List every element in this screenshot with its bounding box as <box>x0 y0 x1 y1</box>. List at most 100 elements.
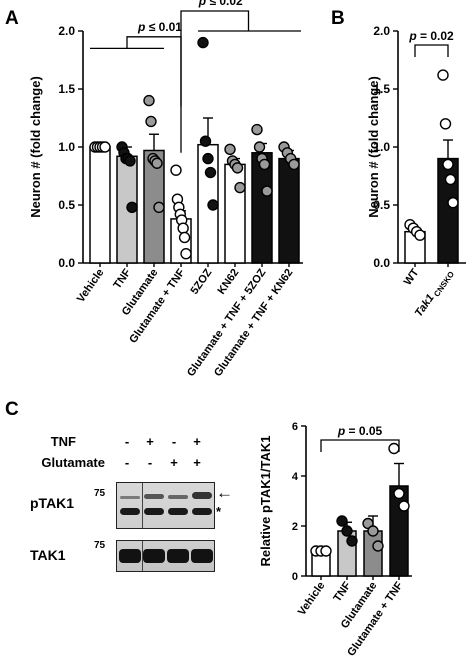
data-point <box>444 173 457 186</box>
y-tick-label: 6 <box>292 421 298 433</box>
blot-divider <box>142 541 143 571</box>
significance-label: p ≤ 0.02 <box>198 0 243 8</box>
significance-label: p = 0.02 <box>408 29 454 43</box>
blot-treatment-glutamate: Glutamate <box>41 455 105 470</box>
blot-marks: - + - + - - + + <box>125 434 201 470</box>
data-point <box>258 158 271 171</box>
y-tick-label: 4 <box>292 471 299 483</box>
data-point <box>251 123 263 136</box>
blot-arrow-icon: ← <box>216 483 233 502</box>
blot-divider <box>142 483 143 528</box>
blot-star: * <box>216 504 222 519</box>
blot-band <box>119 549 141 563</box>
data-point <box>170 164 182 176</box>
y-tick-label: 2 <box>292 521 298 533</box>
x-tick-label: Vehicle <box>296 580 328 618</box>
blot-band <box>168 508 188 515</box>
panel-a-label: A <box>5 8 19 29</box>
x-tick-label: KN62 <box>215 267 241 297</box>
bar <box>437 157 459 264</box>
blot-band <box>144 494 164 499</box>
blot-row-label-tak1: TAK1 <box>30 547 66 563</box>
significance-bracket <box>414 44 449 57</box>
significance-label: p ≤ 0.01 <box>137 20 182 34</box>
data-point <box>388 442 400 455</box>
blot-band <box>120 496 140 499</box>
bar <box>363 530 383 577</box>
blot-band <box>120 508 140 515</box>
blot-mark: + <box>170 455 178 470</box>
data-point <box>126 201 138 214</box>
blot-mark: - <box>125 434 129 449</box>
significance-label: p = 0.05 <box>337 424 383 438</box>
data-point <box>320 545 332 557</box>
blot-mark: + <box>193 455 201 470</box>
data-point <box>143 94 155 107</box>
x-tick-label: TNF <box>111 267 133 292</box>
data-point <box>253 141 266 153</box>
data-point <box>124 155 136 167</box>
data-point <box>153 201 165 214</box>
bar <box>224 163 246 264</box>
y-tick-label: 0.5 <box>373 198 390 212</box>
blot-mark: + <box>146 434 154 449</box>
data-point <box>234 181 246 194</box>
blot-band <box>191 549 213 563</box>
x-tick-label: TNF <box>331 580 353 605</box>
data-point <box>177 222 189 234</box>
x-tick-label: 5ZOZ <box>188 267 214 297</box>
y-axis-label: Neuron # (fold change) <box>366 76 381 218</box>
data-point <box>231 162 244 174</box>
y-tick-label: 1.5 <box>373 82 390 96</box>
significance-bracket <box>180 10 250 107</box>
chart-a: 0.0 0.5 1.0 1.5 2.0 Neuron # (fold change) Veh… <box>28 0 303 379</box>
y-tick-label: 1.0 <box>373 140 390 154</box>
blot-mark: + <box>193 434 201 449</box>
y-tick-label: 2.0 <box>58 24 75 38</box>
blot-mw-ptak1: 75 <box>94 488 106 499</box>
blot-band <box>192 508 212 515</box>
blot-row-label-ptak1: pTAK1 <box>30 495 74 511</box>
blot-band <box>167 549 189 563</box>
data-point <box>202 152 214 165</box>
data-point <box>197 36 209 49</box>
data-point <box>204 166 217 179</box>
data-point <box>372 540 384 552</box>
blot-treatment-tnf: TNF <box>51 434 76 449</box>
data-point <box>145 115 157 128</box>
data-point <box>199 135 212 147</box>
blot-band <box>168 495 188 499</box>
y-tick-label: 1.5 <box>58 82 75 96</box>
data-point <box>207 199 219 211</box>
data-point <box>224 143 236 156</box>
blot-mark: - <box>172 434 176 449</box>
data-point <box>346 535 358 547</box>
y-tick-label: 0.5 <box>58 198 75 212</box>
data-point <box>261 185 273 197</box>
bar <box>89 146 111 264</box>
data-point <box>398 500 410 512</box>
data-point <box>437 69 449 81</box>
y-tick-label: 1.0 <box>58 140 75 154</box>
data-point <box>393 487 405 500</box>
blot-band <box>143 549 165 563</box>
data-point <box>341 525 353 537</box>
data-point <box>288 158 300 171</box>
data-point <box>151 157 163 169</box>
blot-image-tak1 <box>116 540 215 572</box>
data-point <box>439 118 452 130</box>
blot-mark: - <box>125 455 129 470</box>
data-point <box>180 248 192 260</box>
panel-b-label: B <box>331 8 345 29</box>
data-point <box>367 525 379 537</box>
data-point <box>178 231 191 244</box>
panel-c-label: C <box>5 399 19 420</box>
y-tick-label: 0.0 <box>373 256 390 270</box>
data-point <box>336 515 348 527</box>
data-point <box>447 196 459 209</box>
y-tick-label: 0.0 <box>58 256 75 270</box>
significance-bracket <box>320 439 400 452</box>
